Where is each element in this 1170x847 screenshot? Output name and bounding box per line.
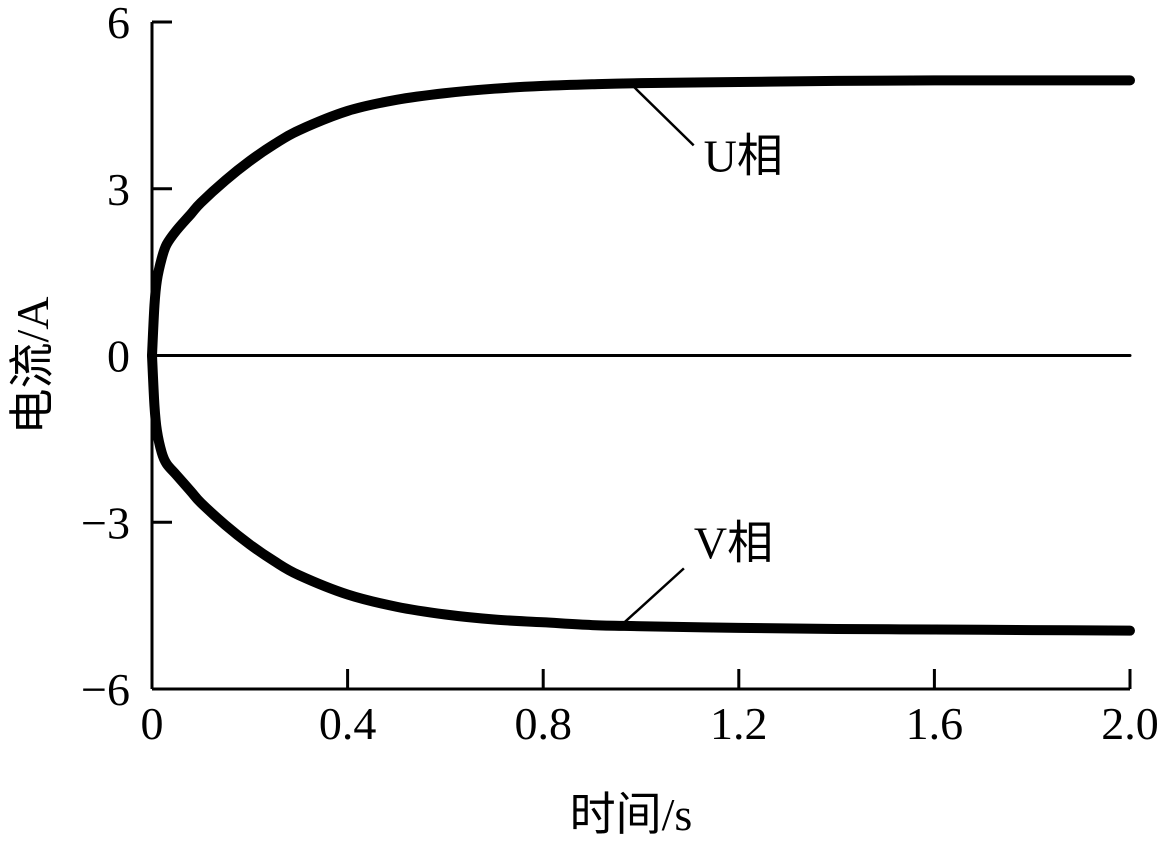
annotation-leader-line <box>620 567 685 627</box>
series-annotation-label: U相 <box>704 130 783 181</box>
x-ticks: 0 0.4 0.8 1.2 1.6 2.0 <box>141 669 1159 749</box>
x-tick-label: 0.8 <box>514 698 572 749</box>
y-axis-label: 电流/A <box>7 297 58 435</box>
x-tick-label: 1.6 <box>906 698 964 749</box>
annotation-leader-line <box>630 83 695 147</box>
x-axis-label: 时间/s <box>570 789 693 840</box>
y-tick-label: 6 <box>107 0 130 48</box>
x-tick-label: 0.4 <box>319 698 377 749</box>
series-group <box>147 75 1135 636</box>
x-tick-label: 1.2 <box>710 698 768 749</box>
series-line-v <box>147 350 1135 636</box>
x-tick-label: 2.0 <box>1101 698 1159 749</box>
y-tick-label: 0 <box>107 331 130 382</box>
y-ticks: 6 3 0 −3 −6 <box>81 0 172 715</box>
annotation-group: U相 V相 <box>620 83 783 627</box>
y-tick-label: −6 <box>81 664 130 715</box>
x-tick-label: 0 <box>141 698 164 749</box>
y-tick-label: 3 <box>107 164 130 215</box>
series-annotation-label: V相 <box>694 517 773 568</box>
series-line-u <box>147 75 1135 361</box>
y-tick-label: −3 <box>81 497 130 548</box>
